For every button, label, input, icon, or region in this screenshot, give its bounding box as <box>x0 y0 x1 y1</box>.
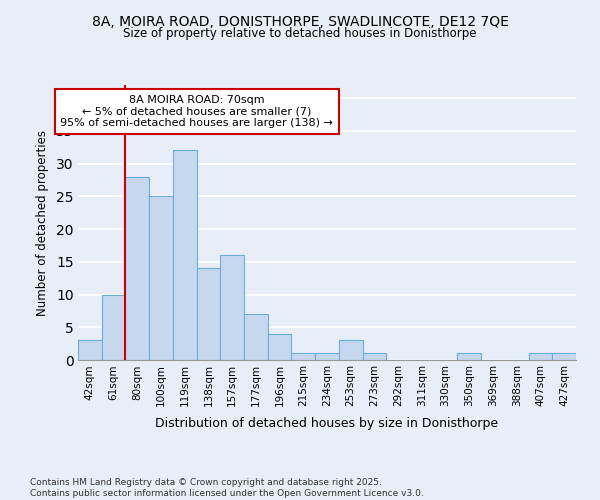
Bar <box>529 354 552 360</box>
Text: Contains HM Land Registry data © Crown copyright and database right 2025.
Contai: Contains HM Land Registry data © Crown c… <box>30 478 424 498</box>
Bar <box>149 196 173 360</box>
Bar <box>244 314 268 360</box>
Bar <box>292 354 315 360</box>
Bar <box>315 354 339 360</box>
Bar <box>552 354 576 360</box>
Y-axis label: Number of detached properties: Number of detached properties <box>36 130 49 316</box>
Text: Size of property relative to detached houses in Donisthorpe: Size of property relative to detached ho… <box>123 28 477 40</box>
Bar <box>102 294 125 360</box>
Bar <box>457 354 481 360</box>
Bar <box>220 255 244 360</box>
Bar <box>173 150 197 360</box>
Text: 8A, MOIRA ROAD, DONISTHORPE, SWADLINCOTE, DE12 7QE: 8A, MOIRA ROAD, DONISTHORPE, SWADLINCOTE… <box>92 15 508 29</box>
Bar <box>125 176 149 360</box>
Bar <box>78 340 102 360</box>
Bar <box>268 334 292 360</box>
Bar <box>197 268 220 360</box>
X-axis label: Distribution of detached houses by size in Donisthorpe: Distribution of detached houses by size … <box>155 418 499 430</box>
Bar <box>362 354 386 360</box>
Bar <box>339 340 362 360</box>
Text: 8A MOIRA ROAD: 70sqm
← 5% of detached houses are smaller (7)
95% of semi-detache: 8A MOIRA ROAD: 70sqm ← 5% of detached ho… <box>60 95 333 128</box>
